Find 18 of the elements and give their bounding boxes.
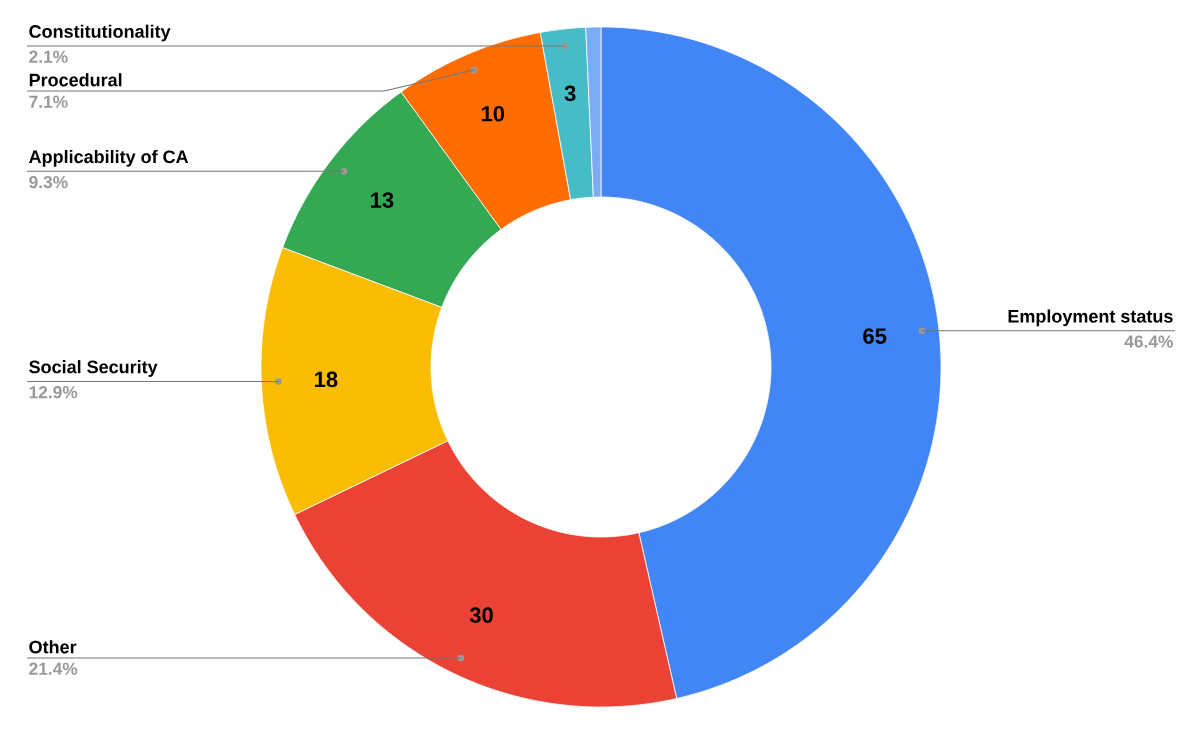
data-label: 18: [315, 371, 338, 388]
text: 21.4%: [29, 662, 78, 675]
slice-label: Applicability of CA: [29, 149, 189, 167]
text: 46.4%: [1124, 335, 1173, 348]
slice-label: Social Security: [29, 360, 158, 377]
data-label: 10: [481, 105, 505, 122]
data-label: 30: [469, 607, 493, 623]
data-label: 3: [564, 85, 576, 102]
slice-label: Employment status: [1008, 309, 1173, 327]
data-label: 65: [863, 328, 887, 344]
text: 7.1%: [29, 95, 68, 108]
text: 12.9%: [29, 386, 78, 399]
slice-label: Procedural: [29, 73, 122, 87]
text: 9.3%: [29, 175, 68, 189]
slice-label: Constitutionality: [29, 24, 171, 42]
text: 2.1%: [29, 50, 68, 63]
data-label: 13: [371, 192, 394, 208]
slice-label: Other: [29, 640, 77, 654]
